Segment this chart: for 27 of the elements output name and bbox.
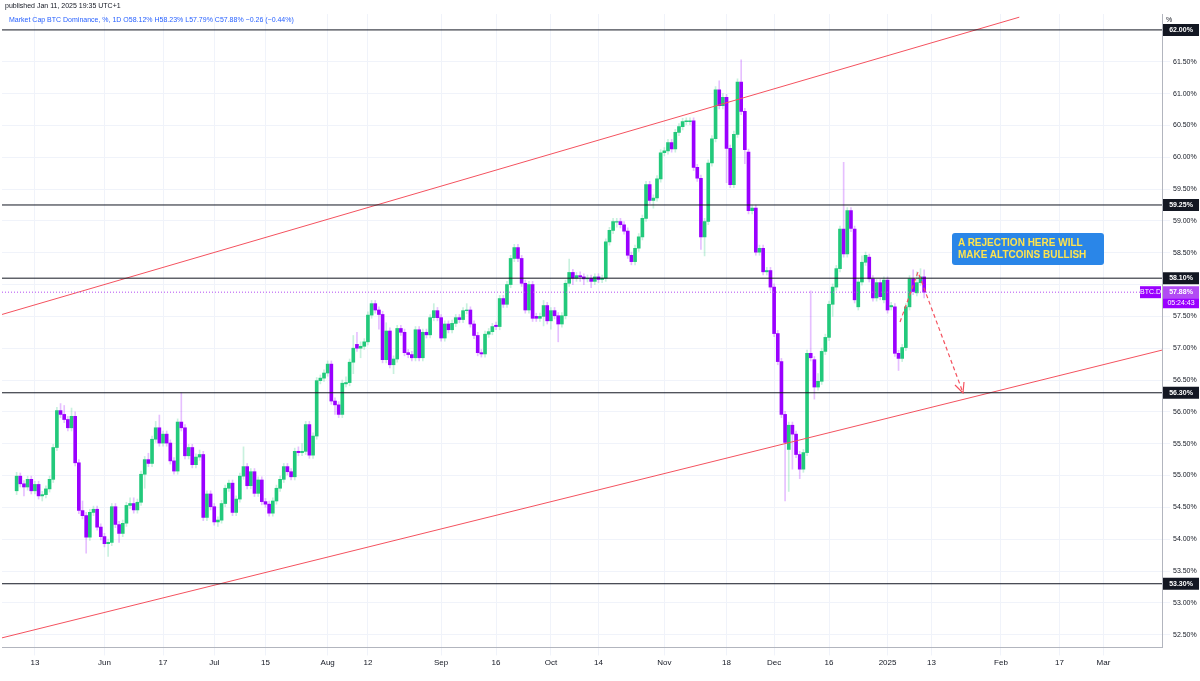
x-tick-label: 12 (363, 658, 373, 668)
annotation: A REJECTION HERE WILL MAKE ALTCOINS BULLISH (952, 233, 1104, 265)
x-tick-label: 17 (158, 658, 169, 668)
candlestick (40, 491, 45, 502)
x-tick-label: Oct (544, 658, 558, 668)
x-tick-label: 15 (261, 658, 271, 668)
x-tick-label: Feb (994, 658, 1009, 668)
x-tick-label: 18 (722, 658, 732, 668)
candlestick (808, 290, 813, 362)
x-tick-label: Nov (657, 658, 672, 668)
x-tick-label: Sep (434, 658, 449, 668)
x-tick-label: 13 (927, 658, 937, 668)
x-tick-label: 14 (594, 658, 604, 668)
x-tick-label: 13 (30, 658, 40, 668)
x-tick-label: Jun (98, 658, 111, 668)
x-tick-label: Jul (209, 658, 220, 668)
candlestick (333, 397, 337, 415)
x-tick-label: Aug (320, 658, 335, 668)
x-tick-label: Dec (767, 658, 782, 668)
x-tick-label: 2025 (878, 658, 897, 668)
x-tick-label: 16 (491, 658, 501, 668)
x-tick-label: 16 (824, 658, 834, 668)
x-tick-label: 17 (1055, 658, 1065, 668)
x-tick-label: Mar (1096, 658, 1111, 668)
candlestick (578, 271, 582, 282)
candlestick (355, 331, 359, 352)
candlestick (22, 480, 26, 497)
